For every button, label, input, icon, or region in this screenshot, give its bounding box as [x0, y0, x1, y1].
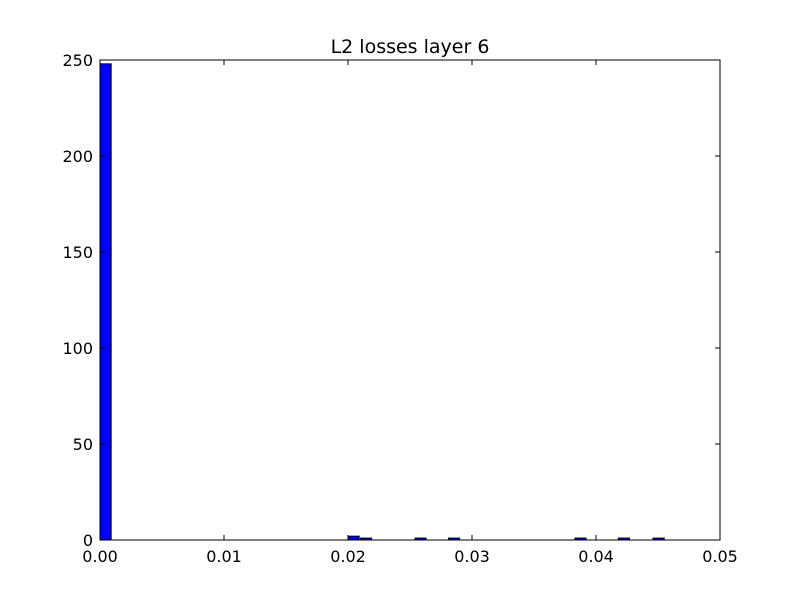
y-tick-label-3: 150: [62, 243, 93, 262]
x-tick-label-5: 0.05: [702, 547, 738, 566]
y-tick-label-4: 200: [62, 147, 93, 166]
histogram-bar-0: [99, 63, 112, 541]
x-tick-label-2: 0.02: [330, 547, 366, 566]
axes-layer: 0.00 0.01 0.02 0.03 0.04 0.05 0 50 100 150 200 250: [62, 51, 737, 566]
histogram-bar-1: [347, 535, 360, 541]
x-tick-label-4: 0.04: [578, 547, 614, 566]
y-tick-label-5: 250: [62, 51, 93, 70]
x-tick-label-3: 0.03: [454, 547, 490, 566]
bars-layer: [99, 63, 665, 541]
y-tick-label-0: 0: [83, 531, 93, 550]
y-tick-label-1: 50: [73, 435, 93, 454]
x-tick-label-1: 0.01: [206, 547, 242, 566]
x-tick-label-0: 0.00: [82, 547, 118, 566]
axes-frame: [99, 59, 721, 541]
chart-title: L2 losses layer 6: [331, 36, 490, 58]
y-tick-label-2: 100: [62, 339, 93, 358]
